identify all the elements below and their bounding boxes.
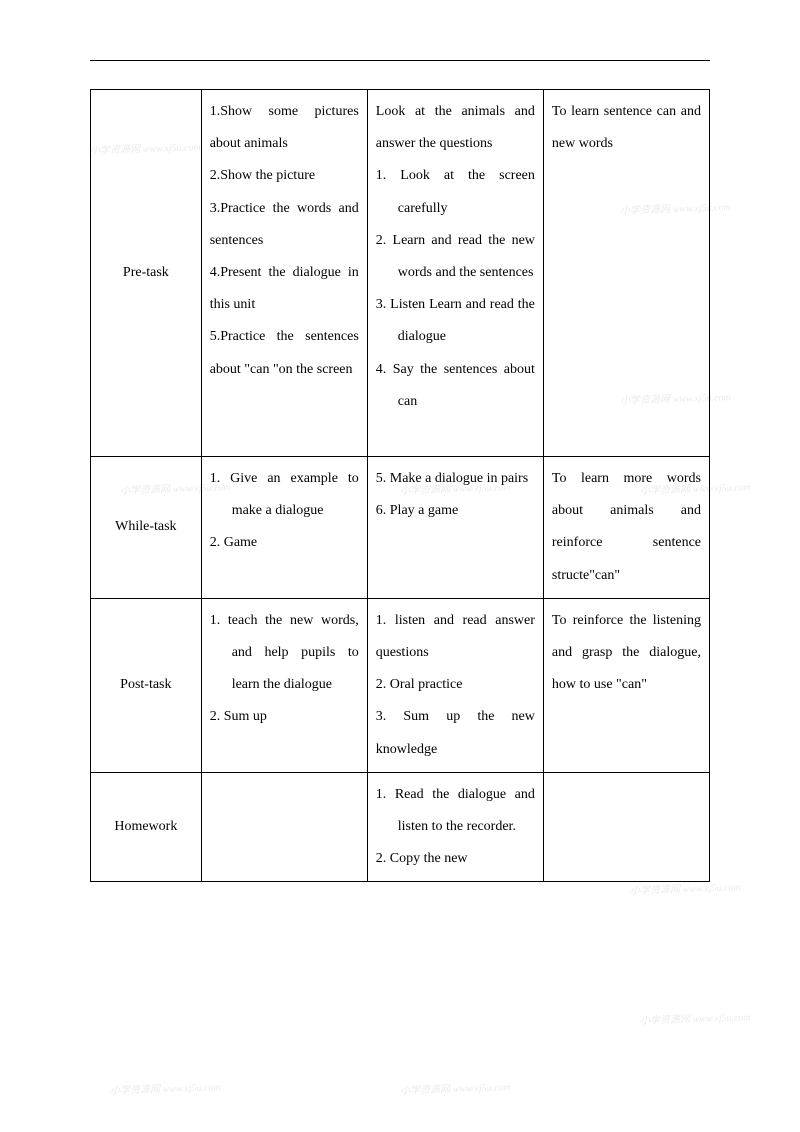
cell-student-activity: 1. listen and read answer questions 2. O…: [367, 598, 543, 772]
watermark-icon: 小学资源网 www.xj5u.com: [640, 1008, 751, 1027]
table-row: While-task 1. Give an example to make a …: [91, 457, 710, 599]
row-label: Pre-task: [91, 90, 202, 457]
list-item: 1. teach the new words, and help pupils …: [210, 605, 359, 702]
cell-teacher-activity: 1. teach the new words, and help pupils …: [201, 598, 367, 772]
row-label: While-task: [91, 457, 202, 599]
cell-student-activity: Look at the animals and answer the quest…: [367, 90, 543, 457]
table-row: Homework 1. Read the dialogue and listen…: [91, 772, 710, 882]
list-item: 1. Look at the screen carefully: [376, 160, 535, 224]
intro-text: Look at the animals and answer the quest…: [376, 96, 535, 160]
cell-teacher-activity: 1.Show some pictures about animals 2.Sho…: [201, 90, 367, 457]
watermark-icon: 小学资源网 www.xj5u.com: [400, 1078, 511, 1097]
cell-teacher-activity: 1. Give an example to make a dialogue 2.…: [201, 457, 367, 599]
list-item: 5.Practice the sentences about "can "on …: [210, 321, 359, 385]
list-item: 5. Make a dialogue in pairs: [376, 463, 535, 495]
row-label: Homework: [91, 772, 202, 882]
row-label: Post-task: [91, 598, 202, 772]
table-row: Pre-task 1.Show some pictures about anim…: [91, 90, 710, 457]
list-item: 2. Sum up: [210, 701, 359, 733]
list-item: 2. Oral practice: [376, 669, 535, 701]
list-item: 1. Give an example to make a dialogue: [210, 463, 359, 527]
list-item: 3.Practice the words and sentences: [210, 193, 359, 257]
list-item: 6. Play a game: [376, 495, 535, 527]
cell-teacher-activity: [201, 772, 367, 882]
cell-student-activity: 5. Make a dialogue in pairs 6. Play a ga…: [367, 457, 543, 599]
watermark-icon: 小学资源网 www.xj5u.com: [110, 1078, 221, 1097]
list-item: 2.Show the picture: [210, 160, 359, 192]
list-item: 2. Learn and read the new words and the …: [376, 225, 535, 289]
list-item: 1.Show some pictures about animals: [210, 96, 359, 160]
cell-purpose: To learn sentence can and new words: [543, 90, 709, 457]
lesson-plan-table: Pre-task 1.Show some pictures about anim…: [90, 89, 710, 882]
list-item: 1. listen and read answer questions: [376, 605, 535, 669]
document-page: Pre-task 1.Show some pictures about anim…: [0, 0, 800, 922]
cell-student-activity: 1. Read the dialogue and listen to the r…: [367, 772, 543, 882]
list-item: 1. Read the dialogue and listen to the r…: [376, 779, 535, 843]
list-item: 2. Game: [210, 527, 359, 559]
cell-purpose: To learn more words about animals and re…: [543, 457, 709, 599]
blank-line: [376, 418, 535, 450]
cell-purpose: [543, 772, 709, 882]
top-rule: [90, 60, 710, 61]
list-item: 4. Say the sentences about can: [376, 354, 535, 418]
table-row: Post-task 1. teach the new words, and he…: [91, 598, 710, 772]
cell-purpose: To reinforce the listening and grasp the…: [543, 598, 709, 772]
list-item: 2. Copy the new: [376, 843, 535, 875]
list-item: 4.Present the dialogue in this unit: [210, 257, 359, 321]
list-item: 3. Listen Learn and read the dialogue: [376, 289, 535, 353]
list-item: 3. Sum up the new knowledge: [376, 701, 535, 765]
